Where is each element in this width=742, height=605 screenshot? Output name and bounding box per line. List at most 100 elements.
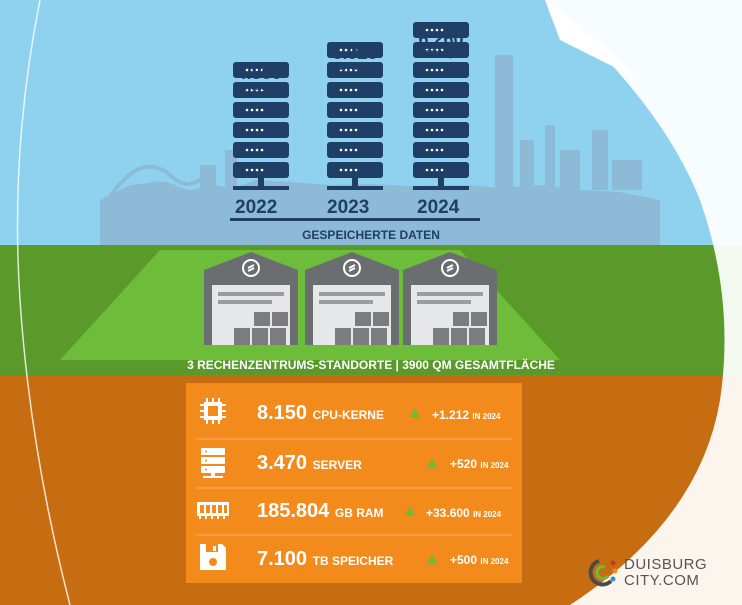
storage-unit: Terrabyte bbox=[236, 81, 282, 93]
rack-led bbox=[430, 68, 434, 72]
delta-value: +500 bbox=[450, 553, 478, 567]
rack-led bbox=[440, 168, 444, 172]
rack-led bbox=[349, 128, 353, 132]
warehouse-building bbox=[204, 252, 298, 345]
rack-led bbox=[354, 68, 358, 72]
brand-line1: DUISBURG bbox=[624, 556, 708, 573]
rack-led bbox=[260, 88, 264, 92]
stats-panel bbox=[186, 383, 522, 583]
rack-led bbox=[435, 168, 439, 172]
rack-foot bbox=[413, 186, 469, 190]
duisburg-city-logo bbox=[588, 559, 618, 587]
stat-storage: 7.100 TB SPEICHER bbox=[257, 548, 393, 571]
rack-led bbox=[349, 88, 353, 92]
rack-led bbox=[250, 128, 254, 132]
rack-led bbox=[440, 68, 444, 72]
rack-led bbox=[354, 168, 358, 172]
rack-led bbox=[260, 148, 264, 152]
stat-ram: 185.804 GB RAM bbox=[257, 500, 384, 523]
rack-led bbox=[349, 68, 353, 72]
stat-unit: SERVER bbox=[312, 458, 362, 472]
rack-led bbox=[440, 148, 444, 152]
rack-led bbox=[435, 148, 439, 152]
rack-led bbox=[440, 128, 444, 132]
rack-led bbox=[255, 108, 259, 112]
white-arc-shape bbox=[545, 0, 742, 605]
delta-suffix: IN 2024 bbox=[472, 412, 501, 421]
rack-led bbox=[250, 68, 254, 72]
warehouses bbox=[204, 252, 497, 345]
rack-led bbox=[425, 128, 429, 132]
rack-led bbox=[255, 168, 259, 172]
panel-dividers bbox=[196, 438, 512, 536]
rack-led bbox=[425, 28, 429, 32]
rack-led bbox=[250, 168, 254, 172]
delta-cpu: +1.212 IN 2024 bbox=[432, 408, 500, 422]
storage-column-2022: 4.800 Terrabyte bbox=[222, 63, 296, 93]
rack-led bbox=[430, 28, 434, 32]
storage-value: 6.260 bbox=[418, 29, 464, 49]
roller-coaster bbox=[106, 164, 212, 212]
rack-led bbox=[425, 88, 429, 92]
rack-led bbox=[339, 128, 343, 132]
rack-led bbox=[260, 168, 264, 172]
delta-suffix: IN 2024 bbox=[480, 557, 509, 566]
stat-unit: GB RAM bbox=[334, 506, 384, 520]
rack-led bbox=[349, 48, 353, 52]
delta-suffix: IN 2024 bbox=[473, 510, 502, 519]
server-racks bbox=[233, 22, 469, 190]
rack-led bbox=[344, 128, 348, 132]
rack-led bbox=[430, 108, 434, 112]
rack-led bbox=[435, 68, 439, 72]
rack-led bbox=[349, 108, 353, 112]
rack-led bbox=[430, 48, 434, 52]
rack-led bbox=[339, 68, 343, 72]
brand-line2: CITY.COM bbox=[624, 572, 700, 589]
storage-unit: Terrabyte bbox=[332, 61, 378, 73]
rack-led bbox=[245, 88, 249, 92]
rack-led bbox=[250, 108, 254, 112]
storage-column-2024: 6.260 Terrabyte bbox=[404, 29, 478, 59]
rack-led bbox=[354, 108, 358, 112]
year-2024: 2024 bbox=[417, 197, 460, 218]
stat-unit: CPU-KERNE bbox=[312, 408, 384, 422]
datacenter-label: 3 RECHENZENTRUMS-STANDORTE | 3900 QM GES… bbox=[187, 358, 555, 372]
rack-led bbox=[440, 88, 444, 92]
delta-value: +33.600 bbox=[426, 506, 470, 520]
industrial-skyline bbox=[100, 55, 660, 245]
rack-led bbox=[260, 128, 264, 132]
rack-led bbox=[260, 68, 264, 72]
storage-unit: Terrabyte bbox=[418, 47, 464, 59]
stat-cpu: 8.150 CPU-KERNE bbox=[257, 402, 384, 425]
rack-led bbox=[255, 148, 259, 152]
rack-led bbox=[344, 88, 348, 92]
warehouse-building bbox=[305, 252, 399, 345]
rack-led bbox=[435, 108, 439, 112]
delta-storage: +500 IN 2024 bbox=[450, 553, 508, 567]
rack-foot bbox=[233, 186, 289, 190]
floppy-disk-icon bbox=[200, 544, 226, 570]
stat-unit: TB SPEICHER bbox=[312, 554, 394, 568]
storage-column-2023: 5.920 Terrabyte bbox=[318, 43, 392, 73]
rack-led bbox=[250, 88, 254, 92]
rack-stem bbox=[438, 178, 444, 186]
rack-stem bbox=[258, 178, 264, 186]
rack-led bbox=[255, 68, 259, 72]
rack-stem bbox=[352, 178, 358, 186]
stat-value: 185.804 bbox=[257, 500, 330, 522]
rack-led bbox=[245, 68, 249, 72]
rack-led bbox=[425, 168, 429, 172]
rack-led bbox=[440, 108, 444, 112]
rack-led bbox=[354, 128, 358, 132]
rack-led bbox=[344, 108, 348, 112]
rack-led bbox=[425, 68, 429, 72]
years-baseline bbox=[230, 218, 480, 221]
cpu-icon bbox=[200, 398, 226, 424]
stat-value: 3.470 bbox=[257, 452, 308, 474]
rack-led bbox=[344, 168, 348, 172]
ram-icon bbox=[197, 502, 229, 519]
rack-led bbox=[339, 108, 343, 112]
rack-led bbox=[440, 28, 444, 32]
delta-server: +520 IN 2024 bbox=[450, 457, 508, 471]
